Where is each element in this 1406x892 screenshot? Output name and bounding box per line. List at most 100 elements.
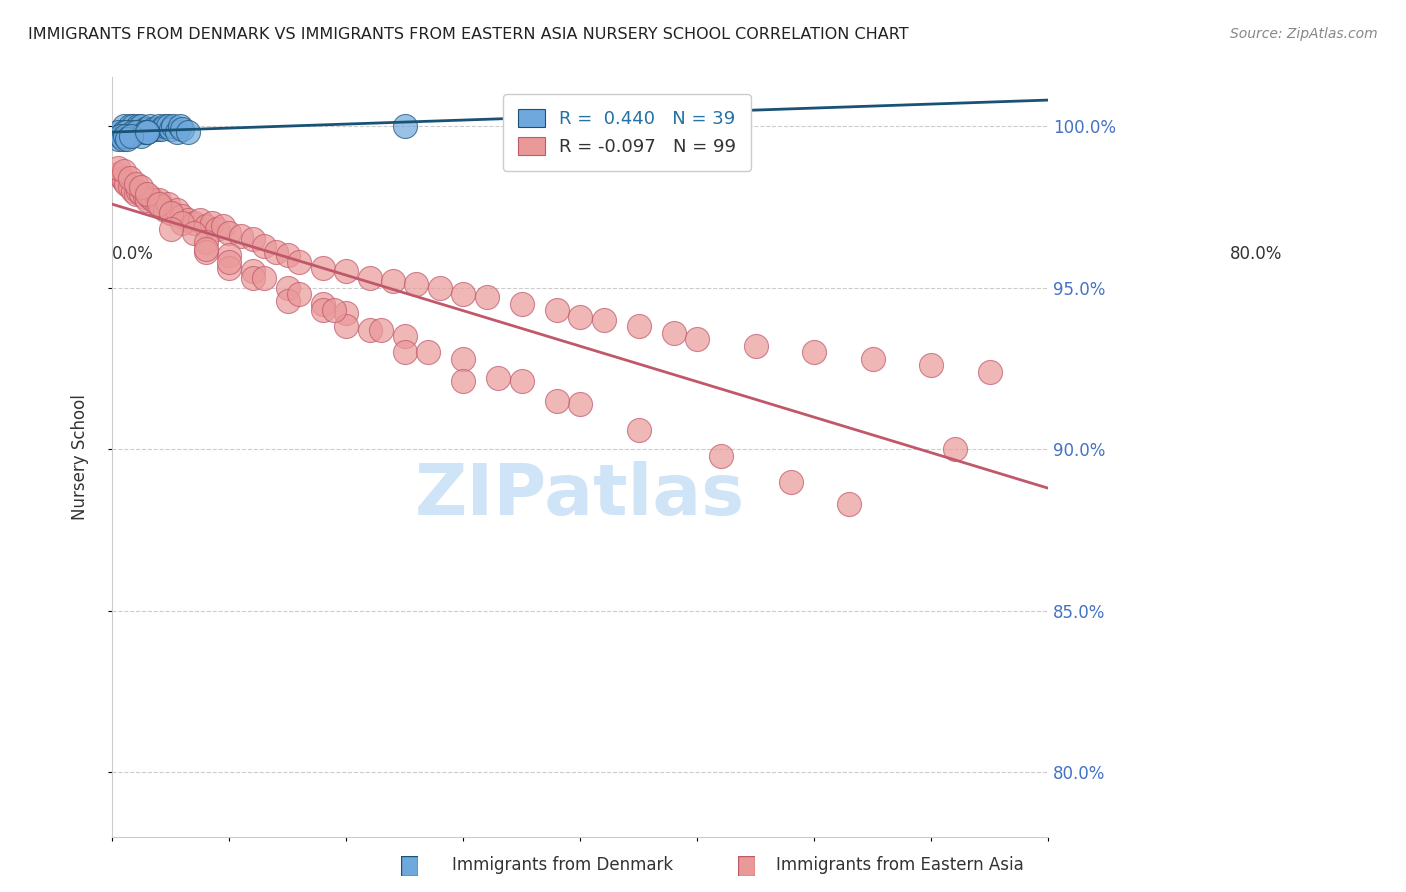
Point — [803, 345, 825, 359]
Point — [838, 497, 860, 511]
Point — [288, 254, 311, 268]
Point — [112, 174, 135, 188]
Point — [120, 128, 142, 143]
Point — [110, 170, 132, 185]
Point — [194, 219, 217, 234]
Text: Immigrants from Denmark: Immigrants from Denmark — [451, 856, 673, 874]
Point — [335, 264, 357, 278]
Point — [131, 128, 153, 143]
Point — [862, 351, 884, 366]
Point — [172, 216, 194, 230]
Point — [153, 202, 176, 217]
Point — [394, 329, 416, 343]
Point — [177, 212, 200, 227]
Point — [118, 180, 141, 194]
Point — [335, 306, 357, 320]
Point — [142, 194, 165, 208]
Point — [138, 190, 160, 204]
Point — [159, 206, 181, 220]
Point — [118, 119, 141, 133]
Point — [920, 358, 942, 372]
Point — [136, 122, 159, 136]
Point — [107, 132, 129, 146]
Point — [112, 164, 135, 178]
Point — [157, 196, 180, 211]
Point — [277, 280, 299, 294]
Point — [592, 313, 614, 327]
Text: IMMIGRANTS FROM DENMARK VS IMMIGRANTS FROM EASTERN ASIA NURSERY SCHOOL CORRELATI: IMMIGRANTS FROM DENMARK VS IMMIGRANTS FR… — [28, 27, 908, 42]
Y-axis label: Nursery School: Nursery School — [72, 394, 89, 520]
Point — [136, 186, 159, 201]
Point — [114, 128, 136, 143]
Point — [194, 245, 217, 260]
Point — [451, 374, 474, 388]
Point — [429, 280, 451, 294]
Point — [382, 274, 405, 288]
Point — [115, 125, 138, 139]
Point — [138, 119, 160, 133]
Point — [153, 119, 176, 133]
Point — [115, 177, 138, 191]
Point — [627, 423, 650, 437]
Point — [394, 119, 416, 133]
Point — [159, 206, 181, 220]
Point — [131, 180, 153, 194]
Point — [451, 351, 474, 366]
Point — [172, 210, 194, 224]
Point — [207, 222, 229, 236]
Point — [134, 122, 156, 136]
Text: Source: ZipAtlas.com: Source: ZipAtlas.com — [1230, 27, 1378, 41]
Point — [569, 310, 592, 324]
Point — [312, 297, 335, 311]
Text: 80.0%: 80.0% — [1230, 245, 1282, 263]
Point — [277, 293, 299, 308]
Point — [124, 177, 146, 191]
Point — [359, 271, 381, 285]
Point — [118, 170, 141, 185]
Point — [546, 393, 568, 408]
Point — [779, 475, 801, 489]
Legend: R =  0.440   N = 39, R = -0.097   N = 99: R = 0.440 N = 39, R = -0.097 N = 99 — [503, 94, 751, 170]
Point — [177, 125, 200, 139]
Point — [172, 122, 194, 136]
Text: Immigrants from Eastern Asia: Immigrants from Eastern Asia — [776, 856, 1024, 874]
Point — [148, 119, 170, 133]
Point — [312, 303, 335, 318]
Point — [242, 264, 264, 278]
Point — [110, 128, 132, 143]
Point — [127, 119, 149, 133]
Point — [288, 287, 311, 301]
Point — [159, 122, 181, 136]
Point — [242, 232, 264, 246]
Point — [150, 200, 173, 214]
Point — [122, 125, 145, 139]
Point — [627, 319, 650, 334]
Text: 0.0%: 0.0% — [112, 245, 155, 263]
Text: ZIPatlas: ZIPatlas — [415, 461, 745, 530]
Point — [111, 132, 134, 146]
Point — [107, 125, 129, 139]
Point — [277, 248, 299, 262]
Point — [136, 125, 159, 139]
Point — [510, 297, 533, 311]
Point — [107, 161, 129, 175]
Point — [218, 261, 240, 276]
Point — [145, 122, 167, 136]
Point — [229, 228, 252, 243]
Point — [253, 271, 276, 285]
Point — [194, 235, 217, 250]
Point — [686, 332, 709, 346]
Point — [136, 125, 159, 139]
Point — [124, 186, 146, 201]
Point — [150, 122, 173, 136]
Point — [218, 226, 240, 240]
Point — [166, 202, 188, 217]
Point — [157, 119, 180, 133]
Point — [112, 125, 135, 139]
Point — [122, 119, 145, 133]
Point — [112, 119, 135, 133]
Point — [159, 222, 181, 236]
Point — [359, 323, 381, 337]
Point — [117, 132, 139, 146]
Point — [264, 245, 287, 260]
